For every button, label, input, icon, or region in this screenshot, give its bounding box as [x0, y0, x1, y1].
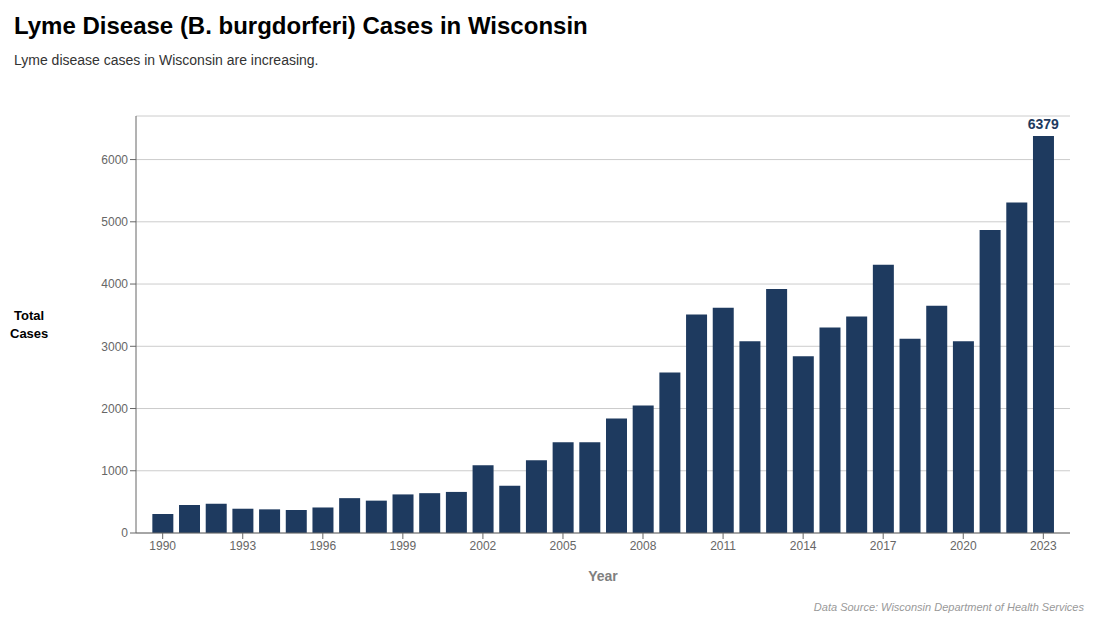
svg-text:2005: 2005	[550, 539, 577, 553]
html-text:Lyme Disease (B. burgdorferi): Lyme Disease (B. burgdorferi) Cases in W…	[14, 12, 588, 39]
svg-text:1996: 1996	[309, 539, 336, 553]
html-text:Lyme disease cases in Wisconsi: Lyme disease cases in Wisconsin are incr…	[14, 52, 319, 68]
svg-text:6379: 6379	[1028, 116, 1059, 132]
svg-text:2008: 2008	[630, 539, 657, 553]
svg-text:2017: 2017	[870, 539, 897, 553]
svg-text:1999: 1999	[390, 539, 417, 553]
svg-text:2000: 2000	[101, 402, 128, 416]
svg-text:3000: 3000	[101, 340, 128, 354]
svg-text:2014: 2014	[790, 539, 817, 553]
svg-text:2011: 2011	[710, 539, 736, 553]
svg-text:2023: 2023	[1030, 539, 1057, 553]
html-text:Data Source: Wisconsin Departm: Data Source: Wisconsin Department of Hea…	[813, 601, 1084, 613]
svg-text:5000: 5000	[101, 215, 128, 229]
svg-text:6000: 6000	[101, 153, 128, 167]
svg-text:Year: Year	[588, 568, 618, 584]
svg-text:2020: 2020	[950, 539, 977, 553]
svg-text:4000: 4000	[101, 277, 128, 291]
svg-text:1000: 1000	[101, 464, 128, 478]
svg-text:0: 0	[121, 526, 128, 540]
svg-text:1993: 1993	[229, 539, 256, 553]
svg-text:1990: 1990	[149, 539, 176, 553]
html-text:Total Cases: Total Cases	[10, 307, 49, 341]
svg-text:2002: 2002	[470, 539, 497, 553]
